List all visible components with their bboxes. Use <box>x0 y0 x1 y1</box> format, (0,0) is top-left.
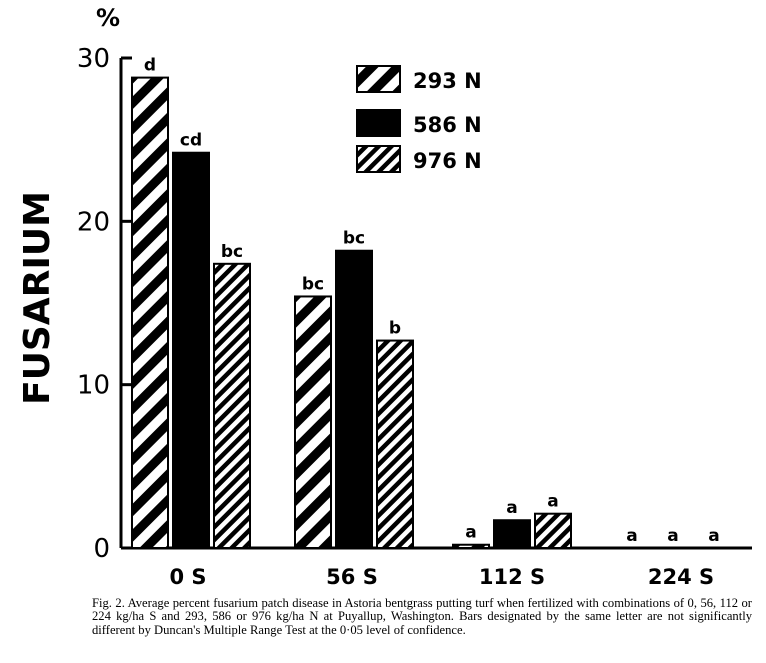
y-tick-label: 10 <box>77 371 110 401</box>
bar-letter-label: a <box>547 492 558 512</box>
bar <box>335 249 373 549</box>
x-category-label: 224 S <box>648 565 714 589</box>
fusarium-bar-chart: 0 10 20 30% FUSARIUM 0 S 56 S 112 S 224 S d cd bc b… <box>17 4 752 589</box>
bar-letter-label: bc <box>221 242 243 262</box>
bar <box>131 76 169 549</box>
bar <box>376 339 414 550</box>
bar <box>172 151 210 549</box>
bar <box>452 543 490 550</box>
legend-swatch <box>356 145 401 173</box>
bar-letter-label: a <box>465 523 476 543</box>
bar-letter-label: bc <box>343 229 365 249</box>
bar <box>213 262 251 549</box>
bars: d cd bc bc bc b a a a a a a <box>131 56 720 550</box>
legend-label: 293 N <box>413 69 482 93</box>
bar-letter-label: bc <box>302 274 324 294</box>
bar <box>294 295 332 550</box>
y-tick-label: 0 <box>93 534 110 564</box>
bar <box>493 519 531 550</box>
bar-letter-label: a <box>667 526 678 546</box>
y-axis-title: FUSARIUM <box>17 191 58 405</box>
x-category-label: 112 S <box>479 565 545 589</box>
legend-label: 586 N <box>413 113 482 137</box>
y-unit-label: % <box>96 4 120 32</box>
bar-letter-label: a <box>708 526 719 546</box>
bar-letter-label: b <box>389 319 401 339</box>
y-tick-label: 30 <box>77 44 110 74</box>
legend-label: 976 N <box>413 149 482 173</box>
bar-letter-label: cd <box>180 131 202 151</box>
bar <box>534 512 572 550</box>
legend-swatch <box>356 109 401 137</box>
axes: 0 10 20 30% FUSARIUM 0 S 56 S 112 S 224 S <box>17 4 752 589</box>
x-category-label: 56 S <box>326 565 378 589</box>
x-category-label: 0 S <box>169 565 206 589</box>
bar-letter-label: a <box>506 498 517 518</box>
legend: 293 N 586 N 976 N <box>356 65 482 173</box>
y-tick-label: 20 <box>77 207 110 237</box>
bar-letter-label: d <box>144 56 156 76</box>
bar-letter-label: a <box>626 526 637 546</box>
legend-swatch <box>356 65 401 93</box>
figure-caption: Fig. 2. Average percent fusarium patch d… <box>92 596 752 637</box>
